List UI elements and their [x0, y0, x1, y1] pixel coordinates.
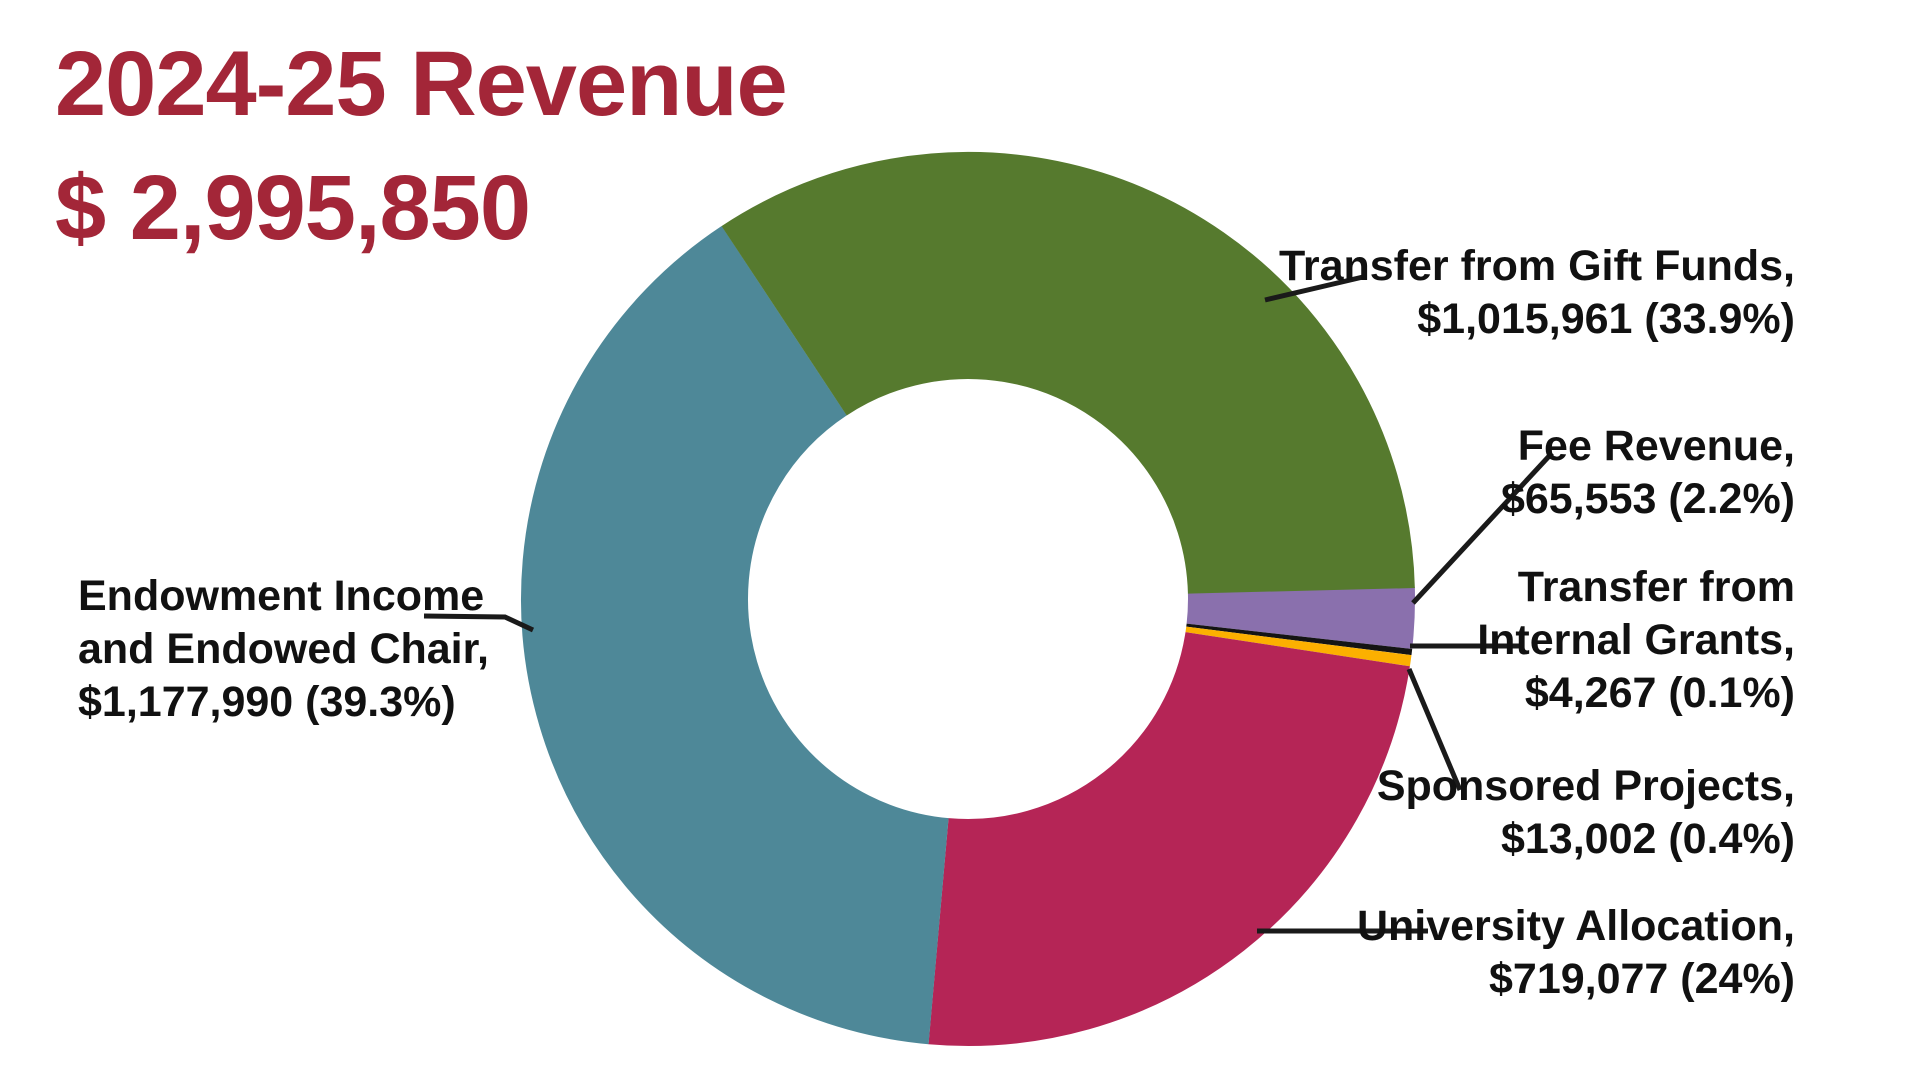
slice-endowment-income-and-endowed-chair: [521, 152, 1415, 1046]
chart-total-amount: $ 2,995,850: [55, 157, 531, 259]
chart-title-line1: 2024-25 Revenue: [55, 33, 788, 135]
label-internal-grants: Transfer from Internal Grants, $4,267 (0…: [1477, 561, 1795, 720]
label-transfer-gift-funds-name: Transfer from Gift Funds,: [1278, 242, 1795, 290]
leader-gift-funds: [1264, 274, 1364, 303]
label-endowment-income-name1: Endowment Income: [78, 572, 485, 620]
label-internal-grants-value: $4,267 (0.1%): [1524, 669, 1795, 717]
label-internal-grants-name2: Internal Grants,: [1477, 616, 1795, 664]
label-transfer-gift-funds-value: $1,015,961 (33.9%): [1417, 295, 1795, 343]
label-sponsored-projects-value: $13,002 (0.4%): [1500, 815, 1795, 863]
label-fee-revenue: Fee Revenue, $65,553 (2.2%): [1501, 420, 1795, 526]
label-sponsored-projects-name: Sponsored Projects,: [1376, 762, 1795, 810]
label-transfer-gift-funds: Transfer from Gift Funds, $1,015,961 (33…: [1279, 240, 1795, 346]
label-fee-revenue-value: $65,553 (2.2%): [1500, 475, 1795, 523]
label-university-allocation-value: $719,077 (24%): [1489, 955, 1795, 1003]
leader-lines: [423, 274, 1554, 934]
label-fee-revenue-name: Fee Revenue,: [1517, 422, 1795, 470]
label-university-allocation: University Allocation, $719,077 (24%): [1357, 900, 1795, 1006]
slice-transfer-from-gift-funds: [521, 151, 1415, 1046]
label-endowment-income-name2: and Endowed Chair,: [78, 625, 489, 673]
label-sponsored-projects: Sponsored Projects, $13,002 (0.4%): [1377, 760, 1795, 866]
label-endowment-income-value: $1,177,990 (39.3%): [78, 678, 456, 726]
leader-sponsored-projects: [1406, 668, 1463, 791]
label-university-allocation-name: University Allocation,: [1356, 902, 1795, 950]
slice-sponsored-projects: [521, 152, 1415, 1046]
label-internal-grants-name1: Transfer from: [1517, 563, 1795, 611]
slice-transfer-from-internal-grants: [521, 152, 1415, 1046]
leader-endowment-income: [423, 613, 535, 633]
chart-title: 2024-25 Revenue $ 2,995,850: [55, 22, 788, 270]
donut-slices: [521, 151, 1415, 1046]
slice-university-allocation: [521, 152, 1415, 1046]
label-endowment-income: Endowment Income and Endowed Chair, $1,1…: [78, 570, 489, 729]
leader-fee-revenue: [1411, 451, 1554, 605]
